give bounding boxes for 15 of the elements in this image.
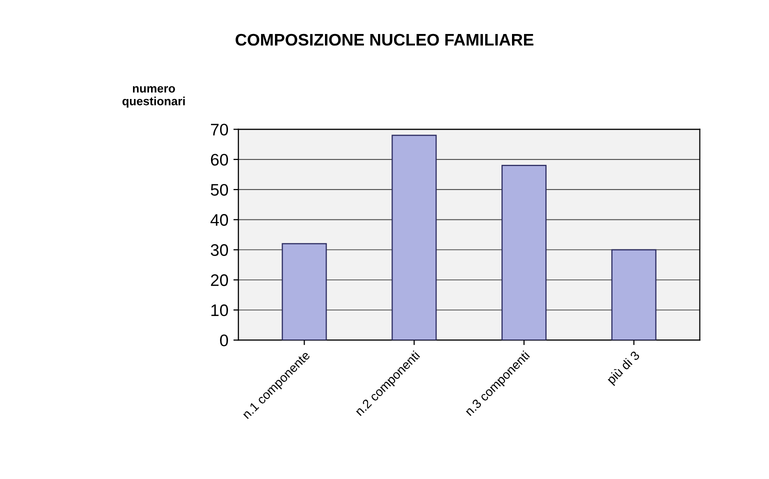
y-tick-label: 40 [210, 214, 228, 226]
x-tick-label: più di 3 [606, 350, 642, 386]
bar [392, 134, 437, 340]
y-tick-label: 60 [210, 154, 228, 166]
y-tick-label: 50 [210, 184, 228, 196]
bar [501, 164, 547, 340]
bar [282, 243, 327, 340]
y-axis-title: numero questionari [122, 86, 185, 108]
chart-title: COMPOSIZIONE NUCLEO FAMILIARE [236, 34, 534, 46]
y-tick-label: 10 [211, 304, 228, 316]
y-tick-label: 20 [210, 274, 228, 286]
y-tick-label: 0 [220, 334, 228, 346]
y-tick-label: 30 [210, 244, 228, 256]
y-tick-label: 70 [210, 124, 228, 136]
bar [611, 249, 656, 340]
